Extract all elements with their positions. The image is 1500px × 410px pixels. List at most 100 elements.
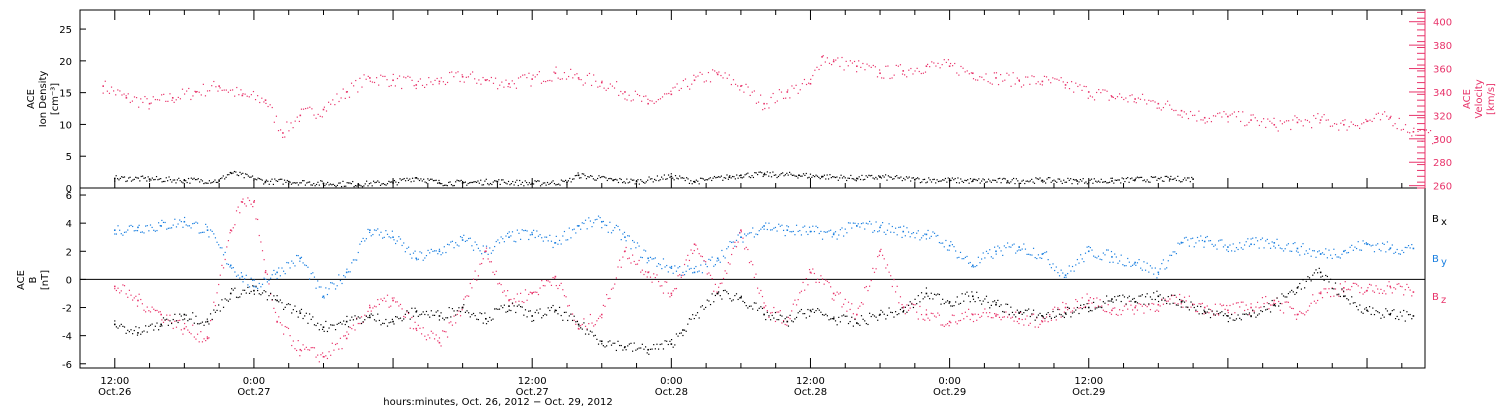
density-sample-42 [172,179,174,181]
bx-sample-699 [1248,312,1251,314]
density-sample-110 [267,180,269,182]
by-sample-448 [841,227,843,229]
density-sample-58 [194,179,197,181]
bz-sample-400 [763,302,765,304]
velocity-sample-404 [945,61,947,64]
bx-sample-727 [1294,293,1296,295]
bx-sample-352 [685,330,687,332]
b-axis-title-line3: [nT] [40,270,51,290]
by-sample-512 [945,239,947,242]
velocity-sample-328 [787,89,789,91]
velocity-sample-109 [330,103,332,105]
velocity-sample-189 [497,88,499,90]
velocity-sample-535 [1219,112,1221,114]
bx-sample-604 [1094,308,1096,310]
bz-sample-550 [1006,316,1009,318]
by-sample-332 [653,258,655,260]
density-sample-627 [986,181,988,183]
bz-sample-91 [261,250,264,252]
bx-sample-503 [930,292,932,294]
bz-sample-448 [841,306,843,308]
by-sample-238 [500,236,502,238]
density-sample-27 [151,177,153,179]
bz-sample-496 [919,305,921,308]
bz-sample-731 [1300,312,1302,314]
velocity-sample-558 [1267,118,1269,120]
bz-sample-437 [823,283,825,285]
bz-sample-484 [899,296,902,298]
bx-sample-627 [1131,298,1134,300]
by-sample-663 [1190,238,1192,240]
density-sample-407 [680,177,682,179]
velocity-sample-506 [1158,107,1160,109]
density-sample-146 [317,181,319,183]
velocity-sample-441 [1022,84,1025,86]
bz-sample-34 [169,314,171,316]
bx-sample-190 [422,311,424,313]
density-sample-227 [430,178,432,180]
density-sample-524 [843,175,845,178]
density-sample-307 [541,183,543,186]
by-sample-402 [766,228,768,231]
density-sample-296 [526,181,528,184]
bx-sample-425 [804,312,806,315]
density-sample-574 [912,177,915,179]
bx-sample-585 [1063,316,1066,319]
velocity-sample-39 [183,93,186,95]
by-sample-631 [1138,258,1140,261]
bx-sample-60 [211,318,213,321]
velocity-sample-383 [901,73,904,75]
bx-sample-725 [1291,289,1293,291]
density-sample-192 [381,183,383,185]
velocity-sample-577 [1306,119,1309,122]
velocity-sample-382 [899,64,902,66]
density-sample-396 [665,178,667,180]
velocity-tick-label-1: 280 [1433,158,1452,169]
by-sample-605 [1096,257,1098,259]
density-sample-404 [676,177,678,179]
bx-sample-632 [1140,295,1142,297]
bx-sample-778 [1377,311,1379,313]
density-sample-168 [347,182,350,184]
bz-sample-499 [924,319,926,321]
velocity-sample-565 [1281,123,1283,125]
by-sample-610 [1104,254,1106,256]
velocity-axis-title-line1: ACE [1462,89,1473,109]
bz-sample-527 [969,318,971,321]
by-sample-33 [167,227,169,229]
bx-sample-39 [177,321,179,324]
by-sample-340 [666,264,668,267]
velocity-point-13 [392,79,394,82]
density-sample-731 [1131,177,1133,179]
bottom-panel-series [113,197,1415,363]
density-sample-259 [474,181,476,183]
bx-sample-488 [906,311,908,313]
velocity-sample-37 [179,98,182,100]
bx-sample-181 [407,311,410,314]
bx-point-52 [1319,271,1322,274]
density-sample-231 [435,179,437,181]
bx-sample-354 [688,318,691,320]
by-sample-648 [1166,267,1168,269]
velocity-sample-339 [810,78,812,80]
density-sample-65 [204,182,206,184]
density-sample-118 [278,178,280,181]
by-sample-194 [429,252,431,254]
velocity-sample-92 [294,120,296,122]
bz-sample-691 [1235,302,1238,304]
bz-sample-360 [698,253,700,255]
bz-sample-612 [1107,304,1109,306]
velocity-sample-283 [693,74,695,76]
bz-sample-268 [549,281,551,283]
velocity-sample-479 [1102,89,1104,91]
velocity-point-7 [264,99,267,101]
bx-sample-728 [1295,292,1298,294]
velocity-sample-604 [1363,122,1365,124]
by-sample-272 [555,235,557,237]
density-sample-105 [260,178,262,180]
density-sample-496 [804,174,806,176]
density-sample-275 [496,181,499,183]
velocity-sample-355 [843,69,845,71]
bx-sample-706 [1260,310,1262,312]
bx-sample-469 [875,316,877,318]
